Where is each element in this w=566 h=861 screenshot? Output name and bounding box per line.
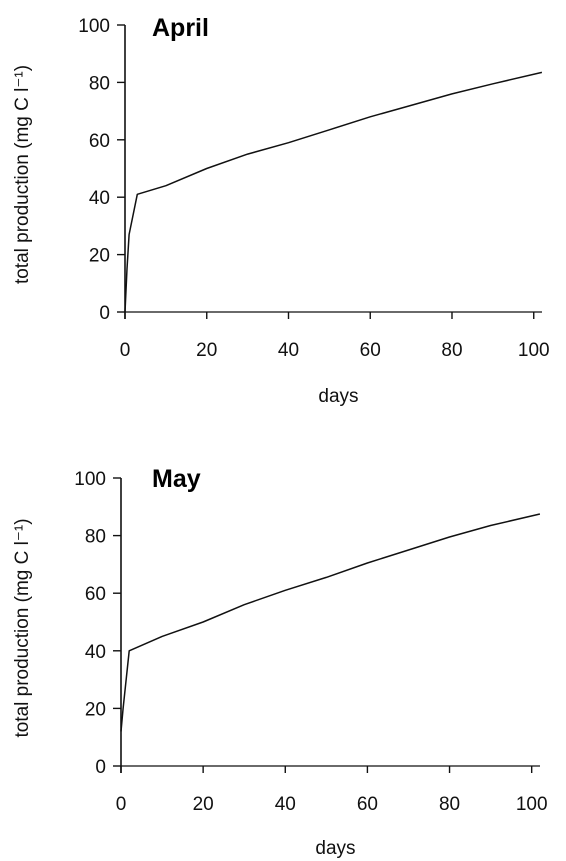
y-tick-label: 100 [78, 16, 110, 37]
x-tick-label: 0 [120, 340, 131, 361]
x-tick-label: 0 [116, 794, 127, 815]
y-tick-label: 80 [85, 527, 106, 548]
y-tick-label: 60 [85, 584, 106, 605]
series-line [124, 71, 543, 313]
x-tick-label: 40 [275, 794, 296, 815]
x-tick-label: 80 [441, 340, 462, 361]
x-tick-label: 80 [439, 794, 460, 815]
series-line [120, 513, 541, 732]
panel-title: April [152, 14, 209, 42]
x-tick-label: 60 [357, 794, 378, 815]
y-tick-label: 100 [74, 469, 106, 490]
x-tick-label: 100 [518, 340, 550, 361]
y-tick-label: 20 [85, 699, 106, 720]
y-axis-label: total production (mg C l⁻¹) [12, 65, 33, 284]
x-tick-label: 20 [196, 340, 217, 361]
may-panel: May total production (mg C l⁻¹) days 0 20… [12, 465, 548, 859]
x-tick-label: 20 [193, 794, 214, 815]
x-tick-label: 60 [360, 340, 381, 361]
april-panel: April total production (mg C l⁻¹) days 0… [12, 14, 550, 407]
y-tick-label: 40 [85, 642, 106, 663]
x-tick-label: 40 [278, 340, 299, 361]
y-tick-label: 0 [95, 757, 106, 778]
x-tick-label: 100 [516, 794, 548, 815]
y-tick-label: 60 [89, 131, 110, 152]
y-tick-label: 20 [89, 246, 110, 267]
panel-title: May [152, 465, 201, 493]
y-axis-label: total production (mg C l⁻¹) [12, 518, 33, 737]
y-tick-label: 80 [89, 73, 110, 94]
y-tick-label: 0 [99, 303, 110, 324]
x-axis-label: days [315, 838, 355, 859]
x-axis-label: days [318, 386, 358, 407]
y-tick-label: 40 [89, 188, 110, 209]
